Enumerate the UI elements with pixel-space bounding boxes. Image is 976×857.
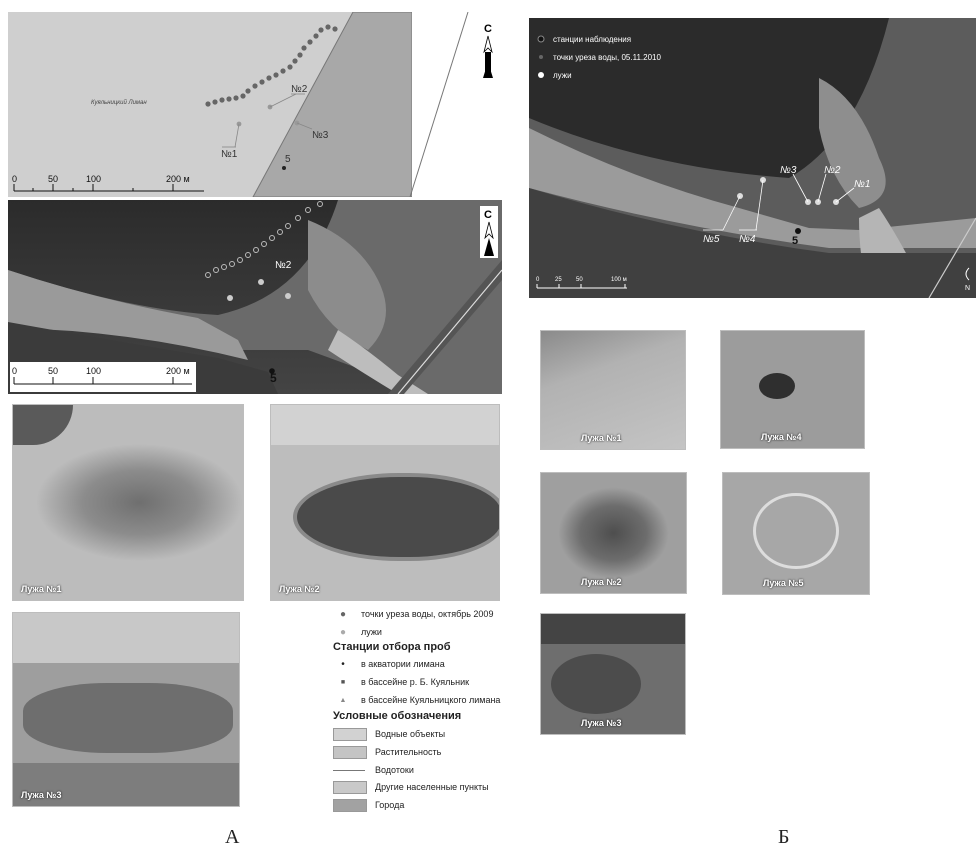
- legend-watercourses: Водотоки: [333, 762, 414, 778]
- panel-label-b: Б: [778, 826, 790, 848]
- photo-caption: Лужа №3: [581, 718, 622, 728]
- map-b-satellite: №5 №4 №3 №2 №1 5 станции наблюдения точк…: [529, 18, 976, 298]
- swatch: [333, 780, 367, 794]
- svg-text:0: 0: [12, 366, 17, 376]
- legend-settlements: Другие населенные пункты: [333, 779, 489, 795]
- svg-text:0: 0: [536, 277, 540, 283]
- legend-stations-title: Станции отбора проб: [333, 641, 451, 653]
- photo-caption: Лужа №5: [763, 578, 804, 588]
- line-swatch: [333, 769, 365, 771]
- photo-puddle-b5: Лужа №5: [722, 472, 870, 595]
- svg-text:N: N: [965, 285, 970, 292]
- photo-caption: Лужа №1: [21, 584, 62, 594]
- scale-bar: 0 25 50 100 м: [536, 277, 627, 289]
- svg-text:200 м: 200 м: [166, 174, 190, 184]
- point-5-label: 5: [285, 154, 291, 165]
- dot-icon: ●: [339, 626, 347, 638]
- legend-conventions-title: Условные обозначения: [333, 710, 462, 722]
- legend-station-liman: • в акватории лимана: [333, 656, 445, 672]
- puddle-2-label: №2: [275, 260, 292, 271]
- legend-station-river: ■ в бассейне р. Б. Куяльник: [333, 674, 469, 690]
- legend-station-basin: ▲ в бассейне Куяльницкого лимана: [333, 692, 501, 708]
- swatch: [333, 727, 367, 741]
- svg-text:50: 50: [576, 277, 583, 283]
- station-2-label: №2: [291, 84, 308, 95]
- station-5-label: №5: [703, 234, 720, 245]
- svg-text:100: 100: [86, 174, 101, 184]
- photo-puddle-b4: Лужа №4: [720, 330, 865, 449]
- photo-puddle-b2: Лужа №2: [540, 472, 687, 594]
- station-3-label: №3: [312, 130, 329, 141]
- station-4-label: №4: [739, 234, 756, 245]
- liman-label: Куяльницкий Лиман: [91, 99, 147, 106]
- photo-puddle-a1: Лужа №1: [12, 404, 244, 601]
- svg-text:25: 25: [555, 277, 562, 283]
- svg-text:50: 50: [48, 366, 58, 376]
- triangle-icon: ▲: [339, 696, 347, 704]
- swatch: [333, 798, 367, 812]
- photo-caption: Лужа №3: [21, 790, 62, 800]
- legend-water-bodies: Водные объекты: [333, 726, 445, 742]
- point-5-label: 5: [792, 235, 798, 247]
- svg-text:100: 100: [86, 366, 101, 376]
- panel-label-a: А: [225, 826, 240, 848]
- map-a-vector: №2 №1 №3 5 Куяльницкий Лиман С 0 50 100 …: [8, 12, 502, 197]
- map-b-legend: станции наблюдения точки уреза воды, 05.…: [537, 35, 661, 80]
- svg-text:С: С: [484, 23, 492, 35]
- svg-text:0: 0: [12, 174, 17, 184]
- scale-bar: 0 50 100 200 м: [10, 362, 196, 392]
- svg-text:лужи: лужи: [553, 71, 572, 80]
- legend-puddles: ● лужи: [333, 624, 382, 640]
- scale-bar: 0 50 100 200 м: [12, 174, 204, 192]
- station-2-label: №2: [824, 165, 841, 176]
- svg-text:точки уреза воды, 05.11.2010: точки уреза воды, 05.11.2010: [553, 53, 661, 62]
- map-a-satellite: №2 5 С 0 50 100 200 м: [8, 200, 502, 394]
- svg-text:С: С: [484, 209, 492, 221]
- point-5-label: 5: [270, 371, 277, 385]
- photo-caption: Лужа №2: [279, 584, 320, 594]
- dot-icon: ●: [339, 608, 347, 620]
- legend-cities: Города: [333, 797, 404, 813]
- legend-vegetation: Растительность: [333, 744, 441, 760]
- square-icon: ■: [340, 678, 346, 686]
- photo-caption: Лужа №2: [581, 577, 622, 587]
- svg-text:50: 50: [48, 174, 58, 184]
- svg-text:200 м: 200 м: [166, 366, 190, 376]
- photo-puddle-b3: Лужа №3: [540, 613, 686, 735]
- svg-text:100 м: 100 м: [611, 277, 627, 283]
- station-1-label: №1: [221, 149, 238, 160]
- legend-water-edge: ● точки уреза воды, октябрь 2009: [333, 606, 493, 622]
- photo-caption: Лужа №4: [761, 432, 802, 442]
- photo-puddle-b1: Лужа №1: [540, 330, 686, 450]
- station-3-label: №3: [780, 165, 797, 176]
- photo-puddle-a3: Лужа №3: [12, 612, 240, 807]
- svg-text:станции наблюдения: станции наблюдения: [553, 35, 631, 44]
- photo-puddle-a2: Лужа №2: [270, 404, 500, 601]
- north-arrow-icon: N: [965, 267, 970, 292]
- swatch: [333, 745, 367, 759]
- dot-icon: •: [341, 658, 345, 670]
- north-arrow-icon: С: [483, 23, 493, 78]
- north-arrow-icon: С: [480, 206, 498, 258]
- photo-caption: Лужа №1: [581, 433, 622, 443]
- station-1-label: №1: [854, 179, 870, 190]
